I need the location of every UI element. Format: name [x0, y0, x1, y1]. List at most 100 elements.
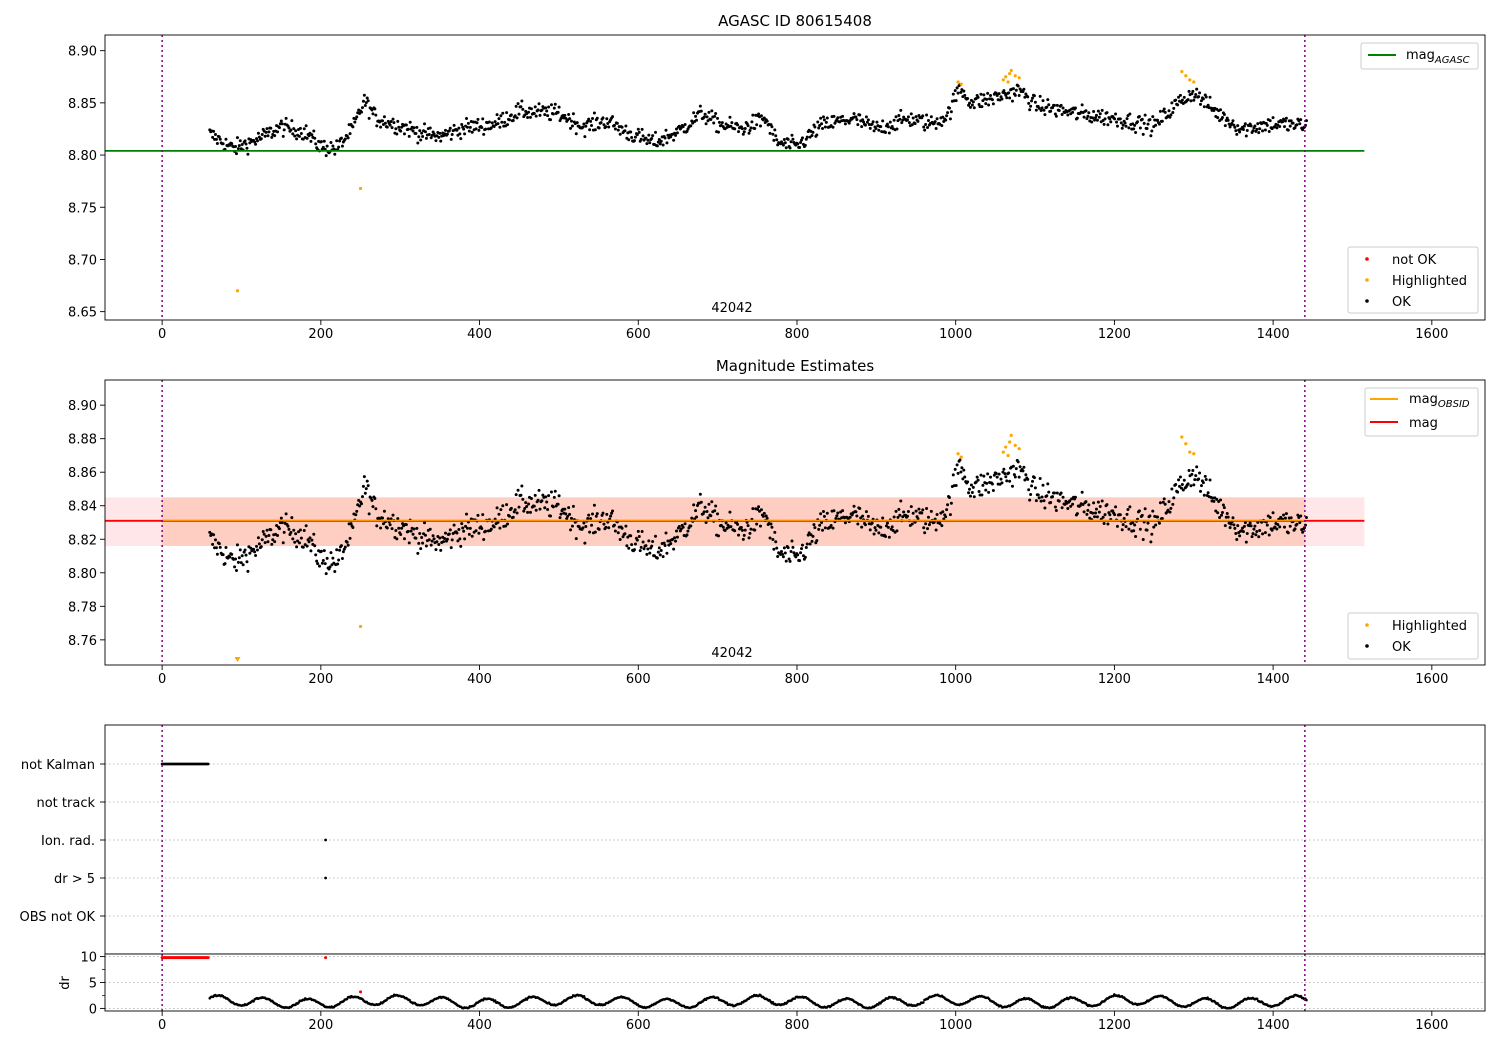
ok-point: [948, 513, 952, 517]
ok-point: [733, 529, 737, 533]
ok-point: [929, 115, 933, 119]
ok-point: [1233, 526, 1237, 530]
ok-point: [986, 91, 990, 95]
ok-point: [1055, 103, 1059, 107]
highlighted-point: [1004, 445, 1008, 449]
ok-point: [449, 546, 453, 550]
ok-point: [499, 114, 503, 118]
ok-point: [500, 120, 504, 124]
ok-point: [1122, 517, 1126, 521]
ok-point: [310, 133, 314, 137]
ok-point: [465, 117, 469, 121]
ok-point: [1040, 495, 1044, 499]
ok-point: [729, 124, 733, 128]
ok-point: [966, 480, 970, 484]
ok-point: [343, 137, 347, 141]
ok-point: [298, 528, 302, 532]
ok-point: [841, 509, 845, 513]
ok-point: [313, 544, 317, 548]
ok-point: [379, 526, 383, 530]
ok-point: [935, 513, 939, 517]
ok-point: [1132, 127, 1136, 131]
x-tick-label: 0: [158, 327, 166, 342]
ok-point: [496, 122, 500, 126]
ok-point: [282, 530, 286, 534]
ok-point: [516, 102, 520, 106]
ok-point: [1003, 472, 1007, 476]
ok-point: [501, 111, 505, 115]
ok-point: [1092, 501, 1096, 505]
ok-point: [382, 115, 386, 119]
ok-point: [791, 137, 795, 141]
ok-point: [741, 132, 745, 136]
ok-point: [1096, 500, 1100, 504]
ok-point: [574, 537, 578, 541]
ok-point: [804, 545, 808, 549]
ok-point: [637, 534, 641, 538]
ok-point: [243, 548, 247, 552]
ok-point: [898, 513, 902, 517]
ok-point: [762, 511, 766, 515]
ok-point: [627, 546, 631, 550]
ok-point: [955, 463, 959, 467]
ok-point: [855, 514, 859, 518]
ok-point: [905, 514, 909, 518]
ok-point: [391, 117, 395, 121]
x-tick-label: 1200: [1098, 672, 1131, 687]
legend-mag-obsid-label: mag: [1409, 392, 1438, 407]
ok-point: [1018, 87, 1022, 91]
ok-point: [743, 127, 747, 131]
ok-point: [1146, 122, 1150, 126]
ok-point: [548, 118, 552, 122]
ok-point: [246, 152, 250, 156]
ok-point: [924, 122, 928, 126]
magnitude-estimates-panel: Magnitude Estimates 0 200 400 600 800 1000 120…: [68, 357, 1486, 687]
ok-point: [981, 483, 985, 487]
ok-point: [1131, 521, 1135, 525]
ok-point: [1090, 120, 1094, 124]
ok-point: [475, 121, 479, 125]
ok-point: [239, 561, 243, 565]
ok-point: [1189, 484, 1193, 488]
ok-point: [783, 551, 787, 555]
highlighted-point: [1013, 443, 1017, 447]
ok-point: [1148, 514, 1152, 518]
ok-point: [323, 562, 327, 566]
ok-point: [244, 142, 248, 146]
ok-point: [1100, 499, 1104, 503]
ok-point: [934, 126, 938, 130]
ok-point: [569, 528, 573, 532]
ok-point: [385, 526, 389, 530]
ok-point: [786, 137, 790, 141]
ok-point: [1066, 506, 1070, 510]
ok-point: [800, 136, 804, 140]
ok-point: [909, 112, 913, 116]
y-tick-label: 8.90: [68, 399, 97, 414]
ok-point: [825, 511, 829, 515]
ok-point: [865, 120, 869, 124]
ok-point: [997, 472, 1001, 476]
ok-point: [966, 96, 970, 100]
ok-point: [858, 506, 862, 510]
ok-point: [1132, 529, 1136, 533]
ok-point: [548, 514, 552, 518]
ok-point: [710, 109, 714, 113]
ok-point: [1013, 93, 1017, 97]
ok-point: [299, 536, 303, 540]
ok-point: [484, 529, 488, 533]
ok-point: [543, 506, 547, 510]
highlighted-point: [1008, 72, 1012, 76]
dr-black-point: [1255, 997, 1259, 1001]
ok-point: [616, 128, 620, 132]
ok-point: [501, 504, 505, 508]
ok-point: [655, 144, 659, 148]
ok-point: [1054, 114, 1058, 118]
ok-point: [753, 127, 757, 131]
ok-point: [755, 123, 759, 127]
ok-point: [659, 139, 663, 143]
ok-point: [1145, 126, 1149, 130]
ok-point: [693, 517, 697, 521]
ok-point: [736, 522, 740, 526]
ok-point: [692, 111, 696, 115]
